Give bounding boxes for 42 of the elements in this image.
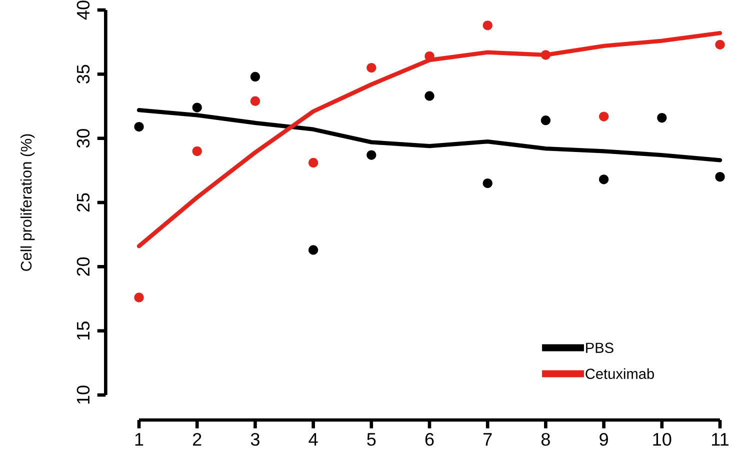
point [482, 178, 492, 188]
x-tick-label: 1 [135, 433, 144, 446]
point [366, 150, 376, 160]
point [540, 50, 551, 60]
x-tick-label: 7 [484, 433, 492, 446]
y-tick-label: 20 [76, 257, 90, 276]
point [424, 91, 434, 101]
x-tick-label: 8 [541, 432, 550, 446]
y-tick-label: 15 [77, 322, 90, 340]
point [192, 146, 202, 156]
point [134, 122, 144, 132]
point [308, 245, 318, 255]
point [657, 112, 667, 123]
point [366, 62, 376, 73]
point [308, 158, 318, 168]
legend-label: Cetuximab [586, 368, 654, 379]
point [540, 116, 551, 126]
y-tick-label: 30 [76, 128, 90, 148]
point [134, 292, 144, 302]
x-tick-label: 5 [367, 433, 376, 446]
x-tick-label: 3 [250, 432, 260, 446]
y-axis-title: Cell proliferation (%) [20, 134, 35, 271]
point [482, 20, 492, 30]
point [715, 172, 725, 182]
legend-label: PBS [586, 342, 614, 353]
point [598, 174, 609, 184]
x-tick-label: 6 [425, 432, 434, 446]
x-tick-label: 11 [712, 433, 728, 446]
line-series [136, 31, 722, 248]
point [598, 112, 609, 122]
x-tick-label: 9 [600, 432, 608, 446]
point [715, 40, 725, 50]
x-tick-label: 4 [308, 433, 318, 446]
point [250, 96, 260, 106]
y-tick-label: 40 [76, 0, 90, 20]
y-tick-label: 35 [76, 64, 90, 84]
point [192, 102, 202, 112]
y-tick-label: 10 [76, 386, 90, 404]
x-tick-label: 2 [192, 432, 202, 446]
y-tick-label: 25 [76, 193, 90, 212]
point [250, 72, 260, 82]
x-tick-label: 10 [653, 432, 672, 446]
